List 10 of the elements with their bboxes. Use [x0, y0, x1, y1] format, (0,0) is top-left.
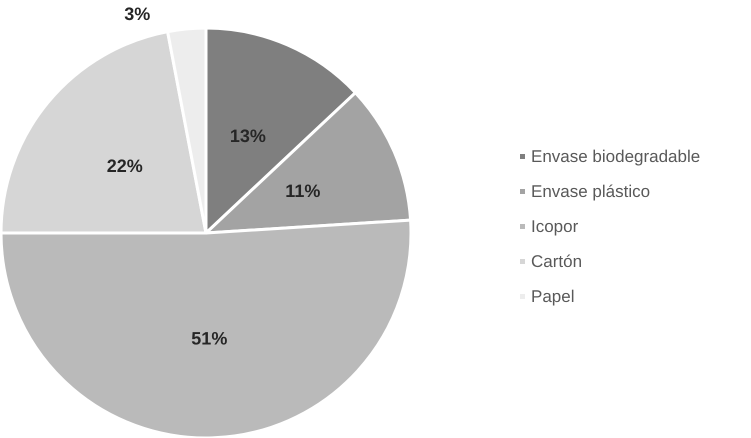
data-label: 11%: [285, 181, 320, 202]
data-label: 3%: [124, 4, 150, 24]
data-label: 51%: [191, 328, 228, 348]
data-label: 22%: [106, 156, 143, 176]
legend-label: Icopor: [531, 217, 579, 236]
data-label: 13%: [230, 126, 266, 146]
legend-label: Envase biodegradable: [531, 147, 700, 166]
legend-label: Cartón: [531, 252, 582, 271]
legend-label: Envase plástico: [531, 182, 650, 201]
legend-label: Papel: [531, 287, 574, 306]
